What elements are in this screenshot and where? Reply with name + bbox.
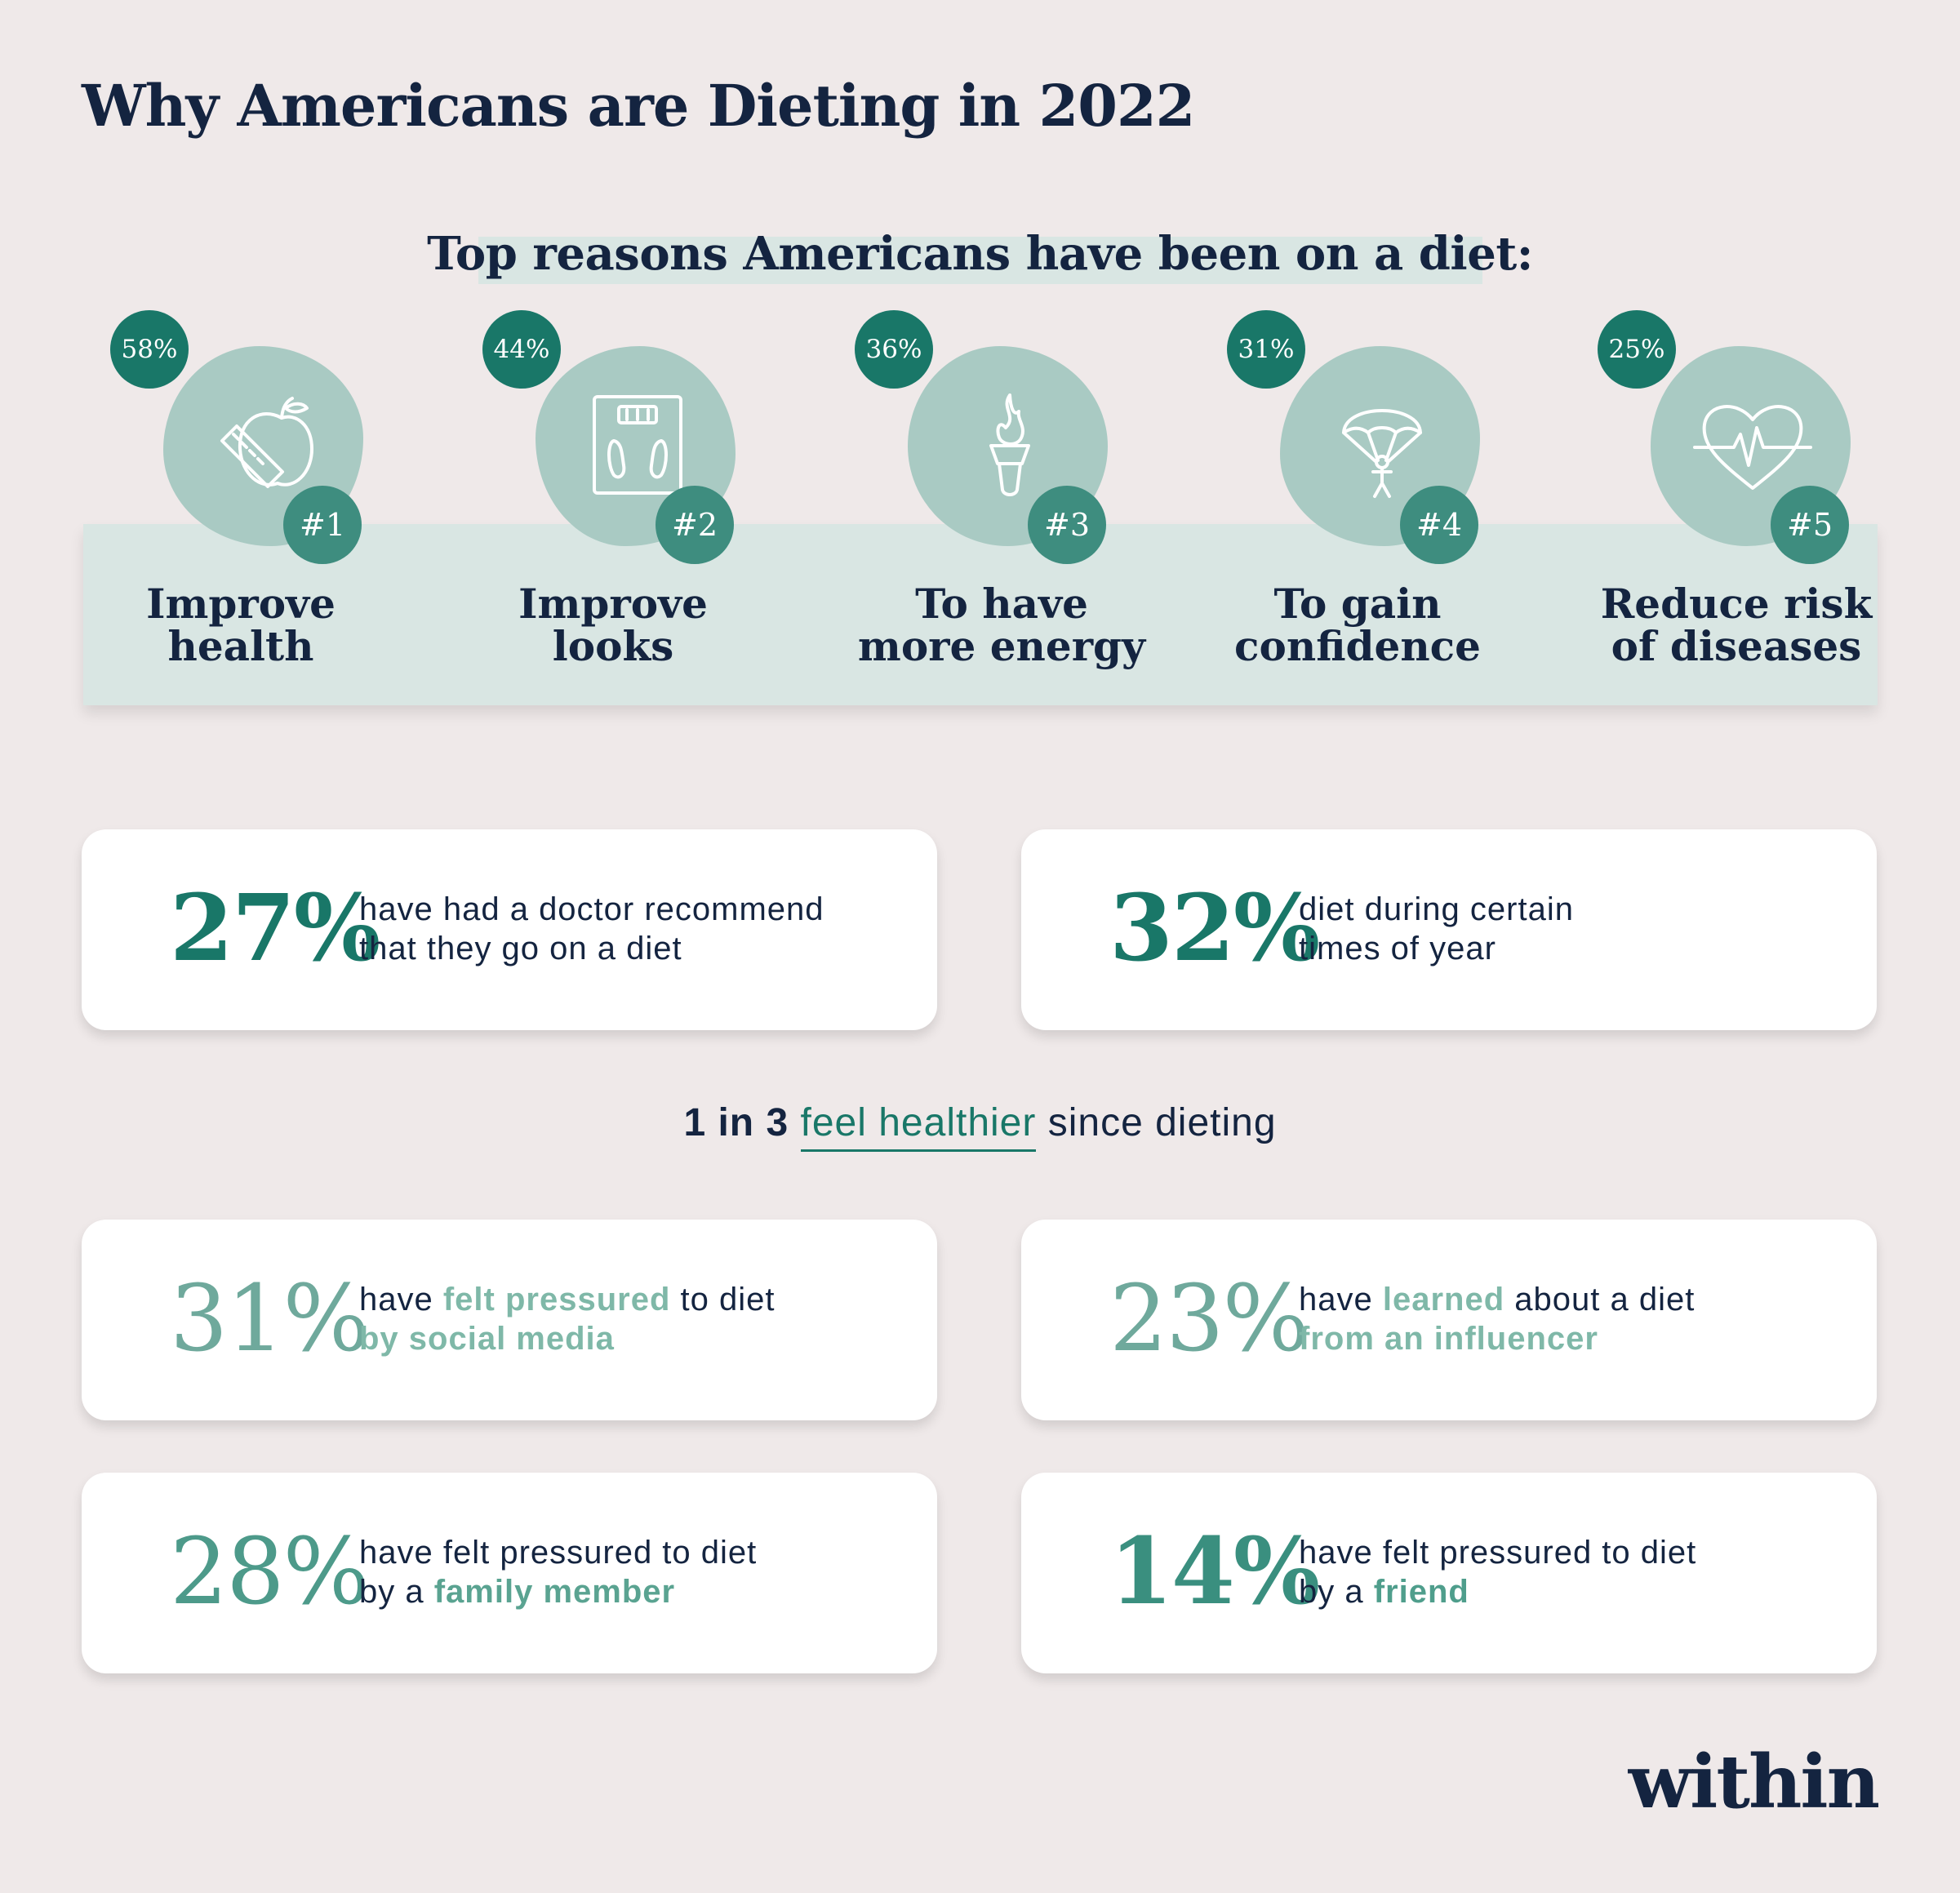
- reason-percent: 44%: [482, 310, 561, 389]
- page-title: Why Americans are Dieting in 2022: [82, 72, 1195, 140]
- brand-logo: within: [1628, 1739, 1880, 1825]
- reason-label-line2: looks: [552, 622, 674, 670]
- reason-rank: #4: [1400, 486, 1478, 564]
- stat-highlight: friend: [1373, 1574, 1469, 1610]
- reason-percent: 58%: [110, 310, 189, 389]
- stat-line2: that they go on a diet: [359, 931, 682, 966]
- insight-line: 1 in 3 feel healthier since dieting: [0, 1100, 1960, 1152]
- insight-lead: 1 in 3: [683, 1101, 789, 1144]
- insight-tail: since dieting: [1047, 1101, 1277, 1144]
- reason-rank: #1: [283, 486, 362, 564]
- reason-item: 44% #2 Improve looks: [482, 310, 842, 686]
- stat-value: 28%: [170, 1519, 370, 1625]
- insight-highlight: feel healthier: [800, 1101, 1037, 1152]
- stat-card-doctor: 27% have had a doctor recommend that the…: [82, 829, 937, 1030]
- stat-highlight: family member: [433, 1574, 676, 1610]
- reason-label-line2: health: [167, 622, 314, 670]
- stat-value: 23%: [1109, 1266, 1309, 1372]
- reason-label: Reduce risk of diseases: [1581, 583, 1891, 668]
- stat-line1: have felt pressured to diet: [359, 1282, 776, 1318]
- stat-line1: have felt pressured to diet: [359, 1535, 758, 1571]
- stat-card-seasonal: 32% diet during certain times of year: [1021, 829, 1877, 1030]
- stat-highlight: felt pressured: [442, 1282, 671, 1318]
- stat-description: have felt pressured to diet by a friend: [1299, 1533, 1696, 1611]
- apple-measuring-tape-icon: [220, 397, 313, 488]
- heartbeat-icon: [1693, 405, 1812, 490]
- stat-description: have learned about a diet from an influe…: [1299, 1280, 1695, 1358]
- reason-label-line1: To gain: [1273, 580, 1442, 628]
- reason-label: To have more energy: [847, 583, 1157, 668]
- stat-line2: from an influencer: [1299, 1321, 1598, 1357]
- reasons-band: [83, 524, 1878, 705]
- reason-label: Improve looks: [466, 583, 760, 668]
- stat-value: 14%: [1109, 1518, 1320, 1625]
- reason-label: Improve health: [94, 583, 388, 668]
- stat-line2: by a family member: [359, 1574, 676, 1610]
- stat-description: have felt pressured to diet by social me…: [359, 1280, 775, 1358]
- stat-description: have felt pressured to diet by a family …: [359, 1533, 757, 1611]
- stat-card-social-media: 31% have felt pressured to diet by socia…: [82, 1220, 937, 1420]
- reason-label-line1: Reduce risk: [1600, 580, 1873, 628]
- reason-percent: 25%: [1598, 310, 1676, 389]
- reason-percent: 31%: [1227, 310, 1305, 389]
- stat-highlight: learned: [1382, 1282, 1505, 1318]
- stat-card-friend: 14% have felt pressured to diet by a fri…: [1021, 1473, 1877, 1673]
- scale-icon: [593, 395, 682, 495]
- reason-item: 36% #3 To have more energy: [855, 310, 1214, 686]
- reason-item: 31% #4 To gain confidence: [1227, 310, 1586, 686]
- reason-label-line2: confidence: [1234, 622, 1481, 670]
- reason-item: 58% #1 Improve health: [110, 310, 469, 686]
- reason-rank: #2: [656, 486, 734, 564]
- reason-label: To gain confidence: [1211, 583, 1504, 668]
- stat-card-influencer: 23% have learned about a diet from an in…: [1021, 1220, 1877, 1420]
- reason-label-line1: Improve: [518, 580, 708, 628]
- stat-line1: have learned about a diet: [1299, 1282, 1696, 1318]
- stat-value: 32%: [1109, 875, 1320, 982]
- reason-rank: #5: [1771, 486, 1849, 564]
- parachute-icon: [1342, 409, 1422, 498]
- stat-value: 31%: [170, 1266, 370, 1372]
- stat-description: diet during certain times of year: [1299, 890, 1574, 968]
- reason-item: 25% #5 Reduce risk of diseases: [1598, 310, 1957, 686]
- subtitle-highlight: [478, 237, 1482, 284]
- reason-label-line2: more energy: [857, 622, 1146, 670]
- reason-label-line1: To have: [915, 580, 1088, 628]
- stat-line2: by a friend: [1299, 1574, 1469, 1610]
- reason-label-line2: of diseases: [1611, 622, 1862, 670]
- stat-value: 27%: [170, 875, 380, 982]
- reason-percent: 36%: [855, 310, 933, 389]
- reason-rank: #3: [1028, 486, 1106, 564]
- torch-icon: [989, 393, 1030, 496]
- stat-line1: diet during certain: [1299, 891, 1574, 927]
- stat-line2: by social media: [359, 1321, 615, 1357]
- stat-card-family: 28% have felt pressured to diet by a fam…: [82, 1473, 937, 1673]
- stat-line1: have felt pressured to diet: [1299, 1535, 1697, 1571]
- stat-line1: have had a doctor recommend: [359, 891, 824, 927]
- subtitle: Top reasons Americans have been on a die…: [427, 227, 1533, 281]
- reason-label-line1: Improve: [146, 580, 336, 628]
- stat-line2: times of year: [1299, 931, 1496, 966]
- stat-description: have had a doctor recommend that they go…: [359, 890, 824, 968]
